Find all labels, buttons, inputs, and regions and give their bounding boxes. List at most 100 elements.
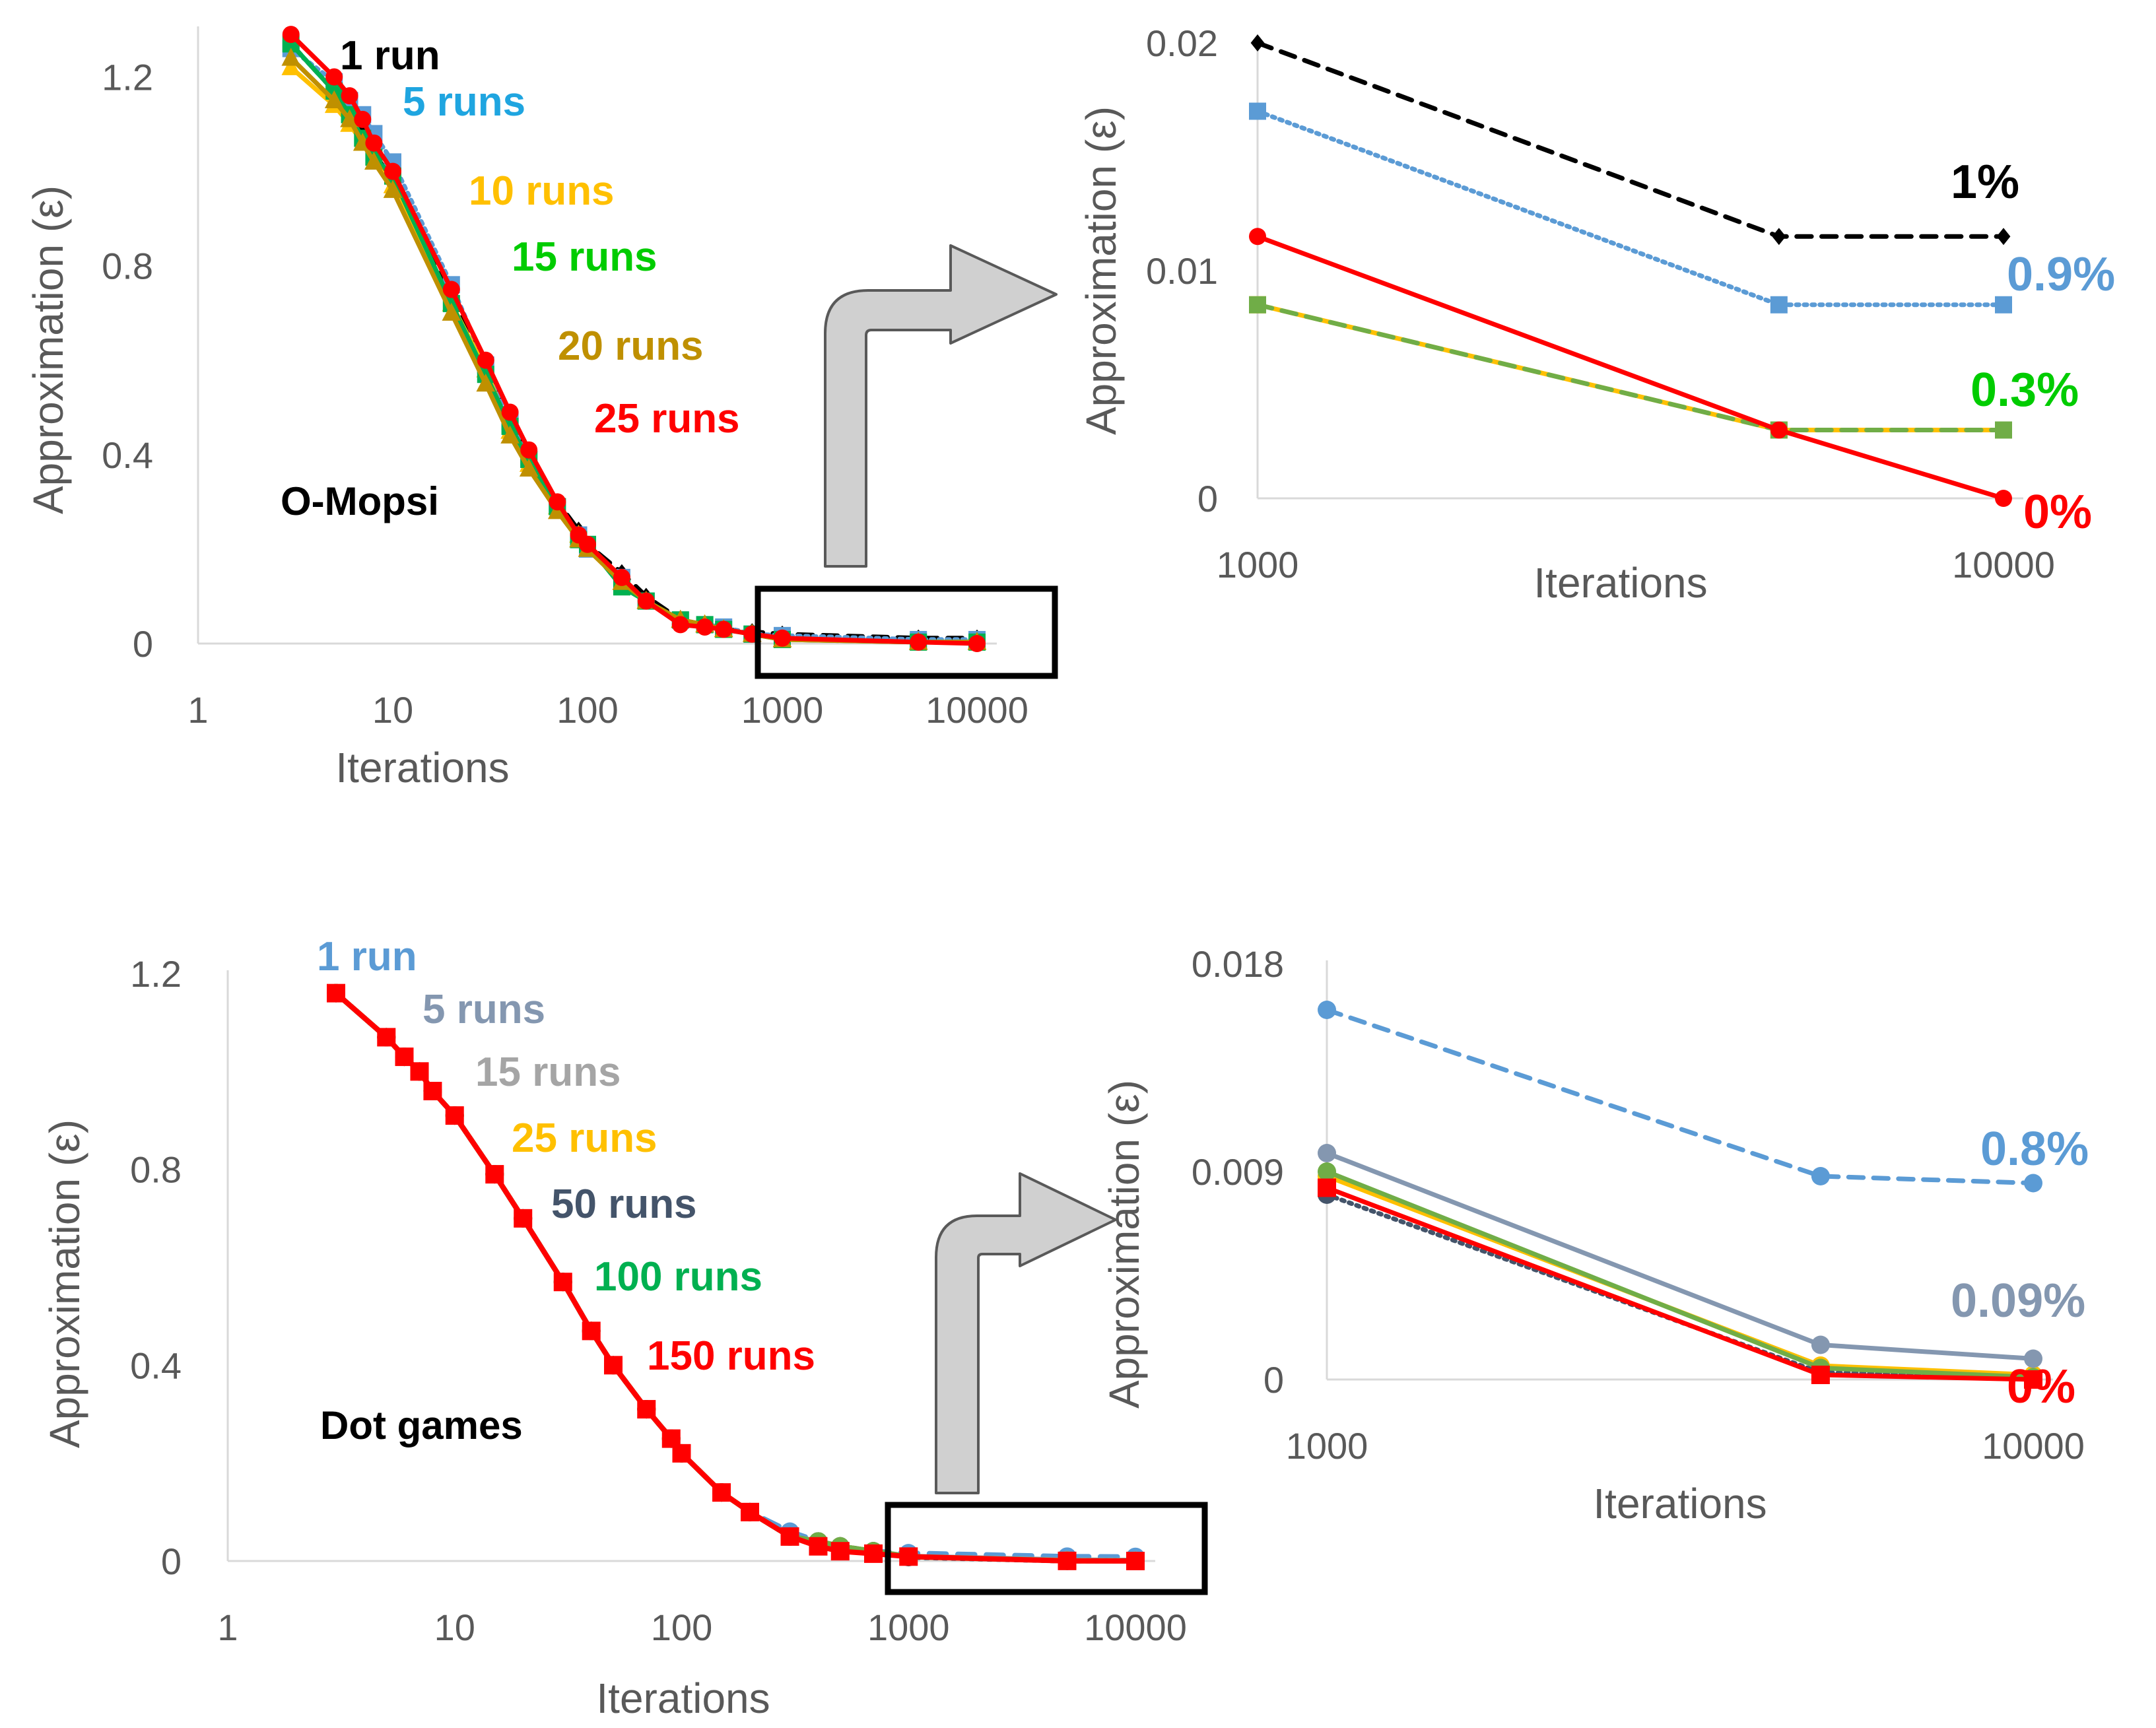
data-point-1-run: [1811, 1167, 1830, 1185]
legend-label-25-runs: 25 runs: [594, 396, 740, 442]
series-5-runs: [1249, 102, 2012, 314]
data-point-20-runs: [519, 458, 539, 477]
data-point-25-runs: [501, 403, 519, 421]
legend-label-15-runs: 15 runs: [512, 234, 657, 280]
data-point-20-runs: [442, 302, 461, 321]
chart-title: Dot games: [320, 1403, 523, 1447]
data-point-150-runs: [423, 1082, 442, 1100]
y-tick-label: 0.8: [102, 246, 153, 287]
series-line-25-runs: [1324, 1174, 2036, 1378]
data-point-25-runs: [341, 87, 358, 105]
data-point-25-runs: [282, 26, 300, 44]
series-line-5-runs: [1324, 1150, 2036, 1361]
data-point-150-runs: [780, 1527, 799, 1546]
series-10-runs: [1249, 296, 2012, 439]
data-point-20-runs: [281, 48, 301, 66]
end-label-5-runs: 0.09%: [1951, 1275, 2085, 1327]
data-point-5-runs: [1770, 296, 1788, 314]
data-point-5-runs: [1249, 102, 1266, 120]
end-label-5-runs: 0.9%: [2007, 248, 2115, 301]
legend-label-150-runs: 150 runs: [647, 1333, 815, 1379]
series-1-run: [1250, 34, 2011, 246]
end-label-25-runs: 0%: [2023, 486, 2092, 539]
chart-title: O-Mopsi: [281, 479, 439, 523]
data-point-150-runs: [445, 1106, 464, 1125]
y-tick-label: 1.2: [102, 57, 153, 98]
data-point-5-runs: [1318, 1144, 1336, 1162]
y-tick-label: 0.4: [130, 1345, 182, 1386]
data-point-25-runs: [520, 441, 538, 459]
data-point-20-runs: [1249, 296, 1266, 314]
data-point-10-runs: [281, 57, 301, 75]
legend-label-50-runs: 50 runs: [551, 1181, 697, 1227]
series-line-1-run: [1255, 40, 2006, 239]
zoom-region-box: [755, 585, 1058, 679]
series-20-runs: [1249, 296, 2012, 439]
data-point-25-runs: [325, 68, 343, 86]
data-point-20-runs: [340, 109, 359, 127]
data-point-25-runs: [774, 629, 791, 647]
data-point-150-runs: [672, 1444, 691, 1463]
y-axis-label: Approximation (ε): [24, 185, 72, 514]
zoom-region-box: [885, 1502, 1208, 1595]
x-tick-label: 1000: [867, 1607, 950, 1648]
data-point-1-run: [2024, 1174, 2042, 1193]
data-point-25-runs: [910, 633, 927, 651]
data-point-20-runs: [324, 90, 344, 109]
data-point-25-runs: [1995, 490, 2012, 507]
x-axis-label: Iterations: [596, 1675, 770, 1722]
series-line-1-run: [1324, 1007, 2036, 1185]
data-point-150-runs: [485, 1165, 504, 1184]
legend-label-20-runs: 20 runs: [558, 323, 704, 369]
data-point-25-runs: [442, 281, 460, 298]
chart-dot-zoom: 0 0.009 0.018 1000 10000 Iterations Approximat…: [1100, 943, 2089, 1527]
y-tick-label: 0: [1263, 1359, 1284, 1401]
series-25-runs: [1249, 228, 2012, 507]
x-tick-label: 10000: [1084, 1607, 1187, 1648]
y-tick-label: 0: [161, 1541, 182, 1582]
data-point-150-runs: [899, 1547, 918, 1566]
legend-label-15-runs: 15 runs: [475, 1049, 621, 1095]
data-point-150-runs: [604, 1356, 623, 1375]
x-tick-label: 10000: [1952, 544, 2055, 585]
x-tick-label: 10: [372, 689, 413, 731]
zoom-arrow-icon: [935, 1172, 1117, 1494]
end-label-1-run: 0.8%: [1980, 1123, 2089, 1176]
series-line-25-runs: [1255, 234, 2006, 501]
data-point-150-runs: [1318, 1178, 1336, 1197]
data-point-20-runs: [1995, 421, 2012, 439]
chart-dot-main: 0 0.4 0.8 1.2 1 10 100 1000 10000 Iterations Appro…: [41, 934, 1208, 1722]
data-point-25-runs: [579, 535, 596, 553]
data-point-150-runs: [410, 1062, 429, 1081]
data-point-150-runs: [514, 1209, 533, 1228]
x-tick-label: 1: [217, 1607, 238, 1648]
data-point-25-runs: [365, 134, 383, 152]
legend-label-5-runs: 5 runs: [422, 987, 545, 1032]
x-tick-label: 100: [651, 1607, 712, 1648]
x-tick-label: 10000: [1982, 1425, 2085, 1467]
x-axis-label: Iterations: [1593, 1480, 1767, 1527]
data-point-150-runs: [327, 983, 346, 1003]
data-point-5-runs: [1811, 1335, 1830, 1354]
data-point-150-runs: [830, 1542, 850, 1561]
x-tick-label: 10: [434, 1607, 475, 1648]
y-tick-label: 0.009: [1192, 1151, 1284, 1193]
x-tick-label: 1000: [1286, 1425, 1368, 1467]
zoom-arrow-icon: [824, 244, 1058, 568]
y-axis-label: Approximation (ε): [1100, 1080, 1148, 1409]
data-point-25-runs: [968, 635, 986, 652]
y-tick-label: 0.01: [1146, 250, 1218, 292]
legend-label-25-runs: 25 runs: [512, 1115, 657, 1161]
data-point-1-run: [1318, 1001, 1336, 1019]
chart-omopsi-zoom: 0 0.01 0.02 1000 10000 Iterations Approximatio…: [1077, 22, 2115, 607]
legend-label-5-runs: 5 runs: [403, 79, 525, 125]
data-point-150-runs: [1811, 1366, 1830, 1384]
data-point-150-runs: [809, 1537, 828, 1556]
data-point-20-runs: [383, 180, 403, 198]
series-line-100-runs: [1324, 1169, 2036, 1379]
series-150-runs: [327, 983, 1145, 1570]
data-point-100-runs: [1318, 1162, 1336, 1181]
y-tick-label: 0: [133, 623, 153, 665]
data-point-25-runs: [671, 616, 689, 634]
